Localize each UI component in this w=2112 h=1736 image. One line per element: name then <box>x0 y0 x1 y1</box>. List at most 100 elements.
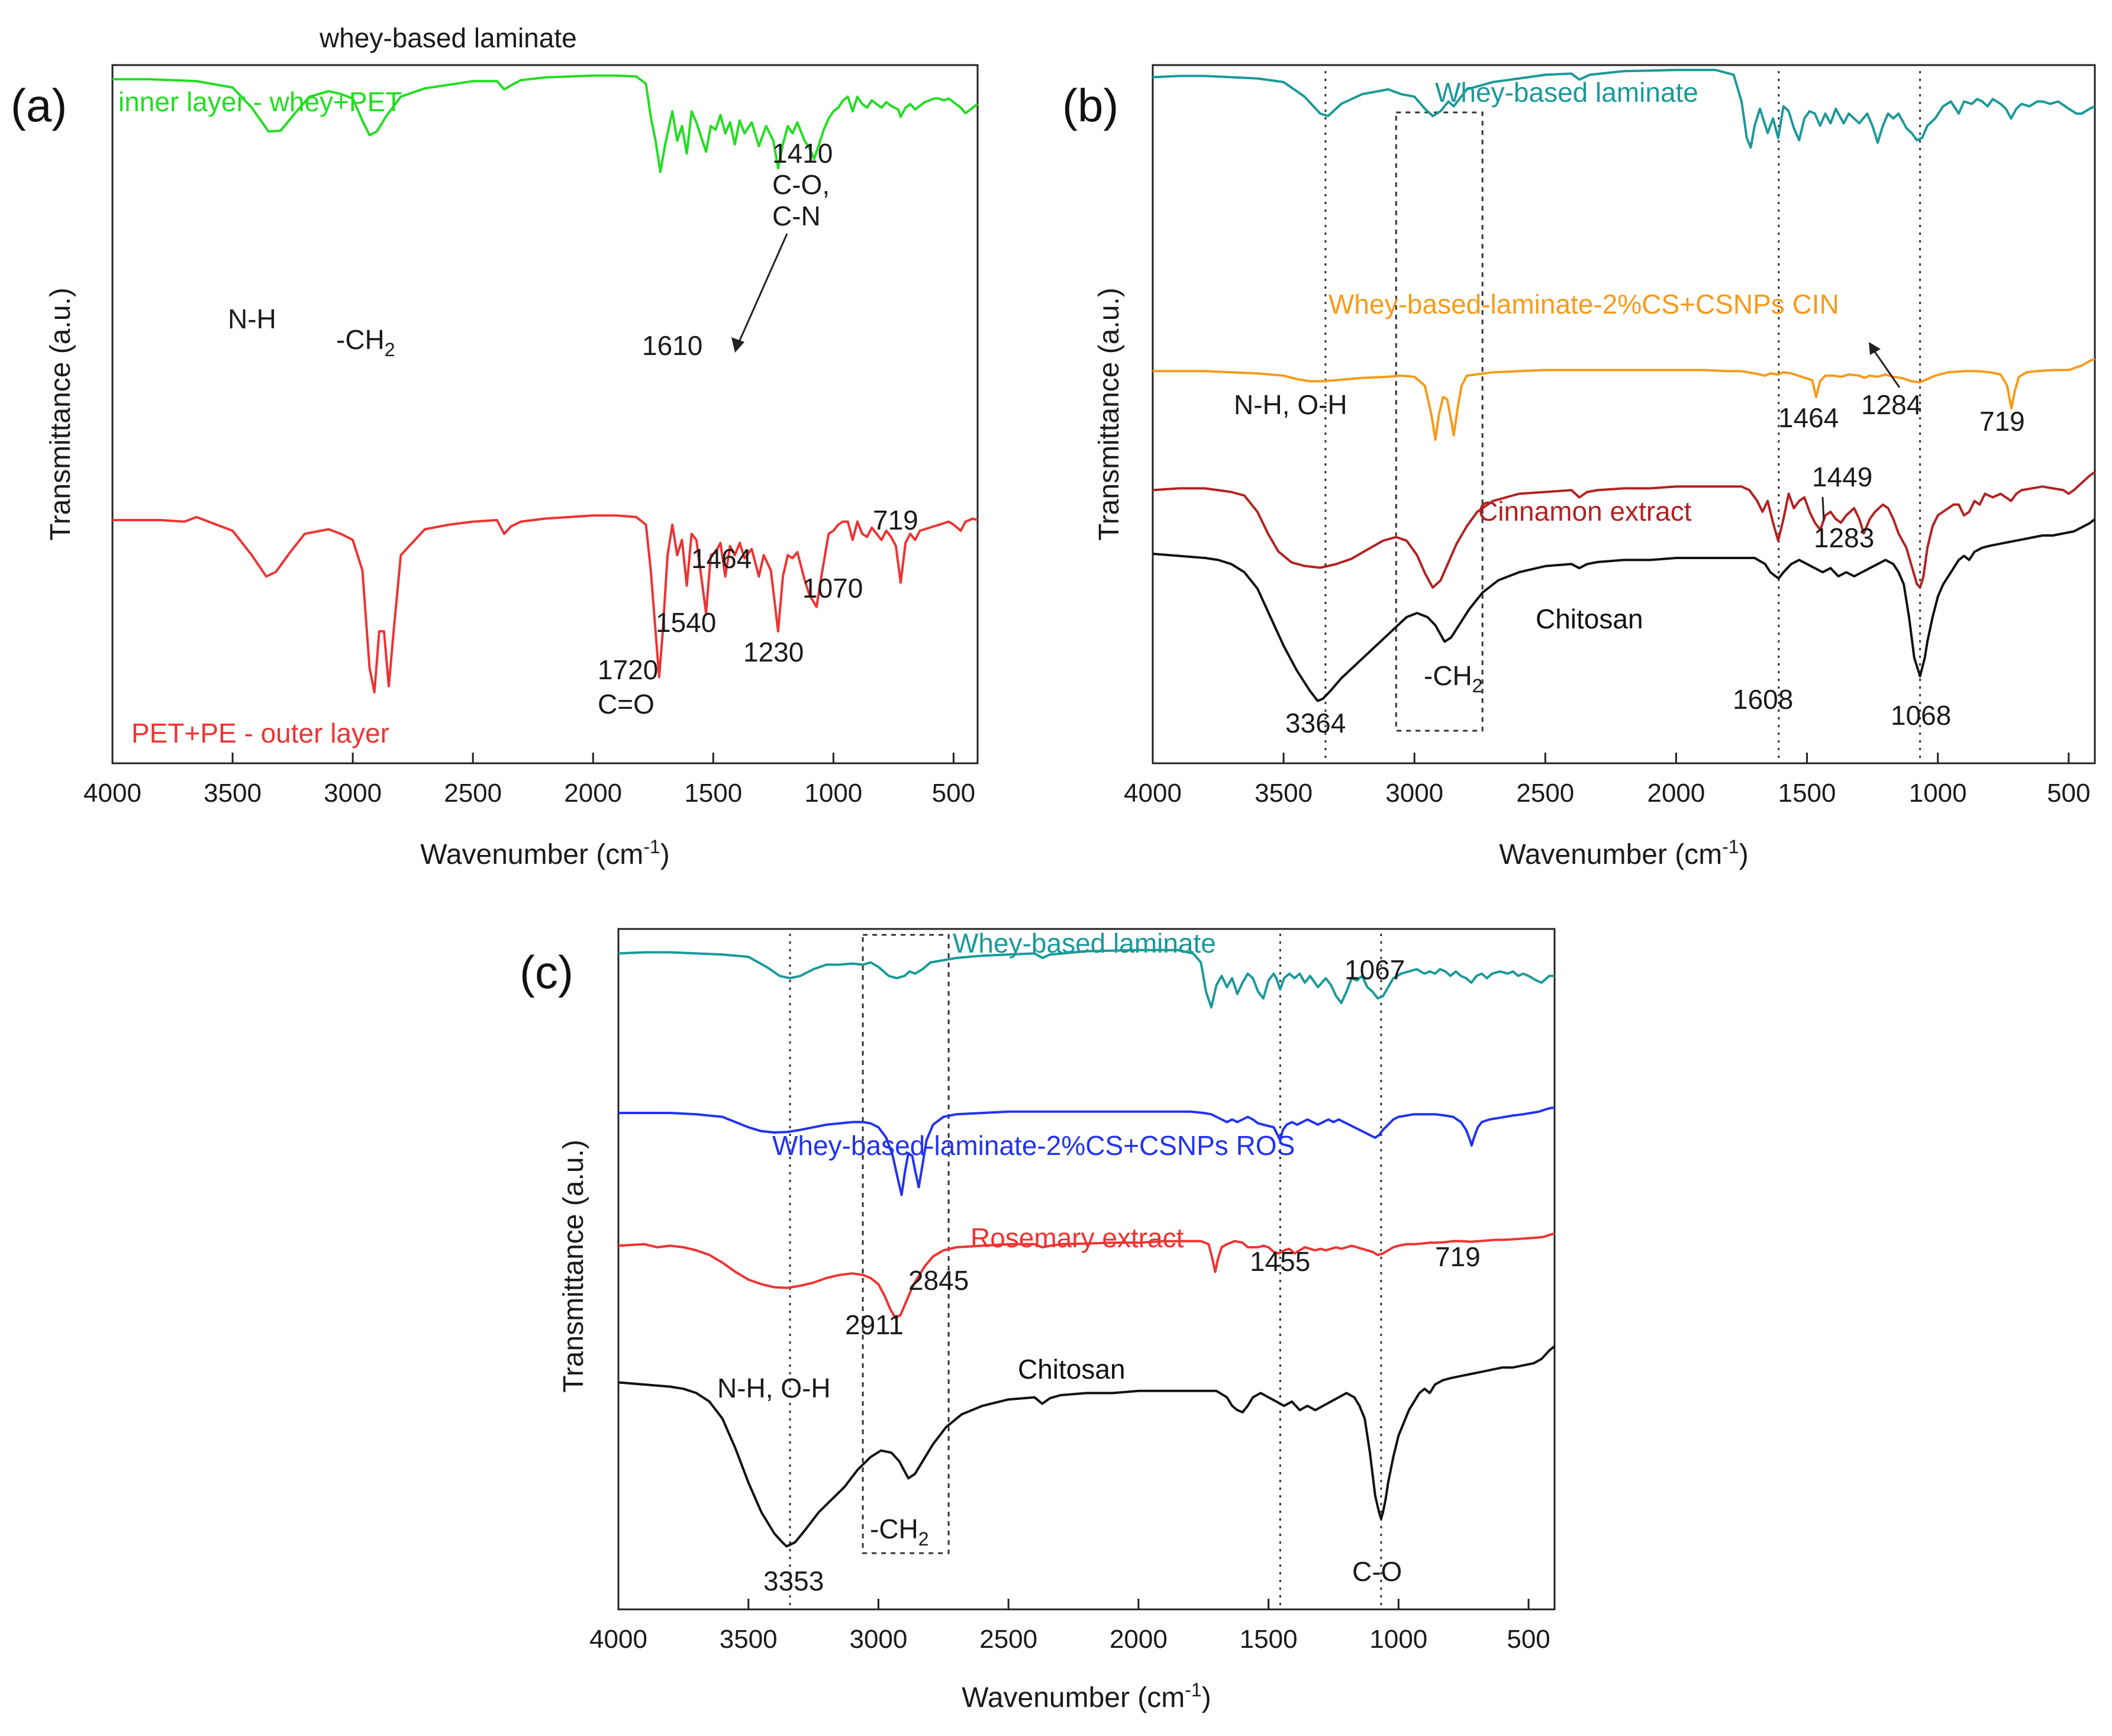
panel-b-legend-cin: Whey-based-laminate-2%CS+CSNPs CIN <box>1329 289 1839 320</box>
panel-c-ylabel: Transmittance (a.u.) <box>558 1140 589 1393</box>
anno-b-719: 719 <box>1979 406 2025 437</box>
anno-c-3353: 3353 <box>763 1566 824 1596</box>
panel-c-series <box>618 948 1556 1548</box>
xtick-label: 2000 <box>1647 779 1705 808</box>
series-line-pet-pe-outer-layer-1 <box>112 514 978 693</box>
series-line-whey-based-laminate-0 <box>618 948 1555 1009</box>
panel-a: (a) whey-based laminate 4000 3500 3000 2500… <box>11 22 979 870</box>
panel-c-legend-whey: Whey-based laminate <box>953 928 1216 959</box>
xtick-label: 2500 <box>979 1625 1037 1654</box>
panel-c: (c) 4000 3500 3000 2500 2000 1500 1000 500 Wave… <box>520 928 1556 1714</box>
anno-a-1410: 1410 <box>772 138 833 169</box>
xtick-label: 1500 <box>1778 779 1836 808</box>
panel-c-legend-rosemary: Rosemary extract <box>970 1222 1184 1253</box>
xtick-label: 3000 <box>849 1625 907 1654</box>
anno-c-1455: 1455 <box>1250 1246 1310 1277</box>
xtick-label: 3500 <box>720 1625 778 1654</box>
guide-box <box>862 934 950 1554</box>
anno-b-1449: 1449 <box>1812 462 1872 492</box>
anno-b-nhoh: N-H, O-H <box>1234 389 1347 420</box>
panel-a-legend-inner: inner layer - whey+PET <box>118 86 402 117</box>
xtick-label: 4000 <box>1124 779 1182 808</box>
panel-b-xticks: 4000 3500 3000 2500 2000 1500 1000 500 <box>1124 753 2090 808</box>
panel-b-ylabel: Transmittance (a.u.) <box>1094 288 1125 541</box>
panel-a-series <box>112 74 979 693</box>
arrow-b-1284 <box>1872 349 1901 388</box>
xtick-label: 500 <box>1507 1625 1550 1654</box>
anno-c-nhoh: N-H, O-H <box>717 1373 831 1403</box>
panel-b-legend-chitosan: Chitosan <box>1536 604 1643 634</box>
panel-c-xlabel: Wavenumber (cm-1) <box>962 1679 1211 1714</box>
panel-a-frame <box>111 64 979 764</box>
panel-b: (b) 4000 3500 3000 2500 2000 1500 1000 500 Wave… <box>1062 64 2096 870</box>
panel-b-legend-cinnamon: Cinnamon extract <box>1478 496 1692 527</box>
anno-a-co: C-O, <box>772 169 830 200</box>
panel-b-frame <box>1152 64 2096 764</box>
panel-c-legend-ros: Whey-based-laminate-2%CS+CSNPs ROS <box>772 1130 1295 1161</box>
series-line-whey-based-laminate-0 <box>1152 69 2095 149</box>
xtick-label: 2000 <box>1110 1625 1168 1654</box>
xtick-label: 3000 <box>1385 779 1443 808</box>
series-line-cinnamon-extract-2 <box>1152 471 2096 589</box>
panel-a-title: whey-based laminate <box>319 22 577 53</box>
anno-a-1540: 1540 <box>656 607 716 638</box>
xtick-label: 2000 <box>564 779 622 808</box>
anno-a-1070: 1070 <box>802 573 863 604</box>
anno-c-719: 719 <box>1435 1241 1481 1272</box>
xtick-label: 2500 <box>1516 779 1574 808</box>
xtick-label: 4000 <box>589 1625 647 1654</box>
arrowhead-b-1284 <box>1869 342 1881 355</box>
series-line-inner-layer-whey-pet-0 <box>112 74 979 173</box>
xtick-label: 4000 <box>83 779 141 808</box>
anno-a-1610: 1610 <box>642 330 702 361</box>
panel-a-xticks: 4000 3500 3000 2500 2000 1500 1000 500 <box>83 753 975 808</box>
guide-box <box>1395 111 1484 732</box>
anno-b-3364: 3364 <box>1285 708 1346 738</box>
anno-a-nh: N-H <box>228 304 276 334</box>
anno-c-ch2: -CH2 <box>870 1514 929 1550</box>
anno-a-co-double: C=O <box>598 689 654 719</box>
xtick-label: 1500 <box>1240 1625 1298 1654</box>
series-line-whey-based-laminate-2-cs-csnps-ros-1 <box>618 1106 1555 1196</box>
anno-b-1464: 1464 <box>1778 402 1839 433</box>
anno-b-ch2: -CH2 <box>1424 660 1483 696</box>
anno-c-2845: 2845 <box>908 1265 969 1296</box>
xtick-label: 500 <box>2047 779 2090 808</box>
panel-a-ylabel: Transmittance (a.u.) <box>45 288 76 541</box>
panel-b-xlabel: Wavenumber (cm-1) <box>1499 836 1748 870</box>
xtick-label: 3500 <box>204 779 262 808</box>
anno-c-2911: 2911 <box>845 1309 904 1340</box>
series-line-chitosan-3 <box>618 1345 1556 1548</box>
arrowhead-a-1410 <box>731 337 744 353</box>
panel-b-guides <box>1324 71 1921 763</box>
anno-c-co: C-O <box>1352 1556 1402 1587</box>
panel-b-series <box>1152 69 2096 702</box>
anno-b-1283: 1283 <box>1814 522 1874 553</box>
anno-a-1230: 1230 <box>743 637 804 667</box>
anno-a-1464: 1464 <box>691 543 752 574</box>
panel-c-guides <box>789 934 1382 1609</box>
xtick-label: 3500 <box>1255 779 1313 808</box>
anno-a-1720: 1720 <box>598 654 658 685</box>
anno-b-1284: 1284 <box>1861 389 1921 420</box>
anno-c-1067: 1067 <box>1344 954 1405 985</box>
xtick-label: 2500 <box>444 779 502 808</box>
xtick-label: 500 <box>932 779 975 808</box>
anno-b-1608: 1608 <box>1733 684 1793 715</box>
panel-b-legend-whey: Whey-based laminate <box>1435 77 1698 108</box>
panel-c-xticks: 4000 3500 3000 2500 2000 1500 1000 500 <box>589 1599 1550 1654</box>
xtick-label: 1500 <box>684 779 742 808</box>
anno-b-1068: 1068 <box>1891 700 1951 731</box>
xtick-label: 1000 <box>804 779 862 808</box>
series-line-chitosan-3 <box>1152 518 2096 702</box>
arrow-b-1449 <box>1821 496 1825 521</box>
anno-a-719: 719 <box>873 505 918 535</box>
anno-a-ch2: -CH2 <box>336 324 395 360</box>
xtick-label: 3000 <box>324 779 382 808</box>
panel-c-frame <box>617 928 1556 1611</box>
panel-label-b: (b) <box>1062 79 1118 131</box>
anno-a-cn: C-N <box>772 201 821 231</box>
series-line-whey-based-laminate-2-cs-csnps-cin-1 <box>1153 357 2095 441</box>
panel-label-a: (a) <box>11 79 67 131</box>
